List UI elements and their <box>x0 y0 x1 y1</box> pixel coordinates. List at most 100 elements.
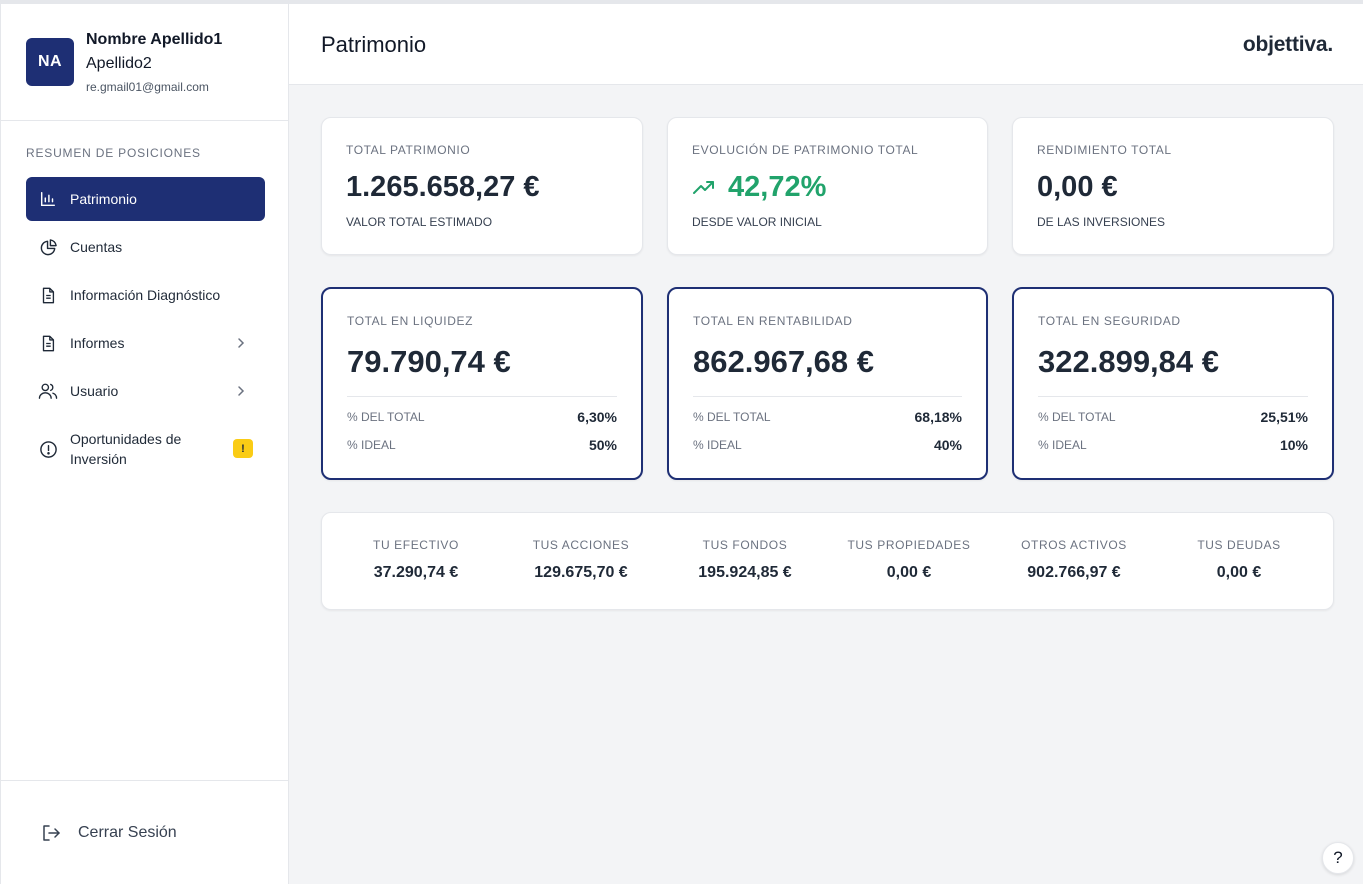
stat-label: EVOLUCIÓN DE PATRIMONIO TOTAL <box>692 143 919 157</box>
summary-item-efectivo: TU EFECTIVO 37.290,74 € <box>334 538 498 582</box>
asset-summary-card: TU EFECTIVO 37.290,74 € TUS ACCIONES 129… <box>321 512 1334 610</box>
document-icon <box>38 285 58 305</box>
stat-value: 42,72% <box>728 171 827 203</box>
divider <box>693 396 962 397</box>
sidebar-item-label: Usuario <box>70 383 119 399</box>
pct-ideal-label: % IDEAL <box>1038 438 1087 452</box>
summary-label: OTROS ACTIVOS <box>1021 538 1127 552</box>
summary-value: 195.924,85 € <box>698 564 792 581</box>
sidebar-item-label: Información Diagnóstico <box>70 287 221 303</box>
summary-item-otros-activos: OTROS ACTIVOS 902.766,97 € <box>992 538 1156 582</box>
sidebar-item-oportunidades[interactable]: Oportunidades de Inversión ! <box>26 425 265 473</box>
stat-value: 0,00 € <box>1037 171 1118 203</box>
pct-total-label: % DEL TOTAL <box>1038 410 1116 424</box>
pct-total-row: % DEL TOTAL 6,30% <box>347 408 617 426</box>
sidebar-item-patrimonio[interactable]: Patrimonio <box>26 177 265 221</box>
pct-ideal-row: % IDEAL 40% <box>693 436 962 454</box>
pct-ideal-value: 40% <box>933 437 962 453</box>
logout-icon <box>41 823 61 843</box>
pct-ideal-label: % IDEAL <box>693 438 742 452</box>
user-name-line1: Nombre Apellido1 <box>86 31 223 48</box>
pct-ideal-value: 50% <box>588 437 617 453</box>
summary-item-deudas: TUS DEUDAS 0,00 € <box>1157 538 1321 582</box>
stat-card-total-patrimonio: TOTAL PATRIMONIO 1.265.658,27 € VALOR TO… <box>321 117 643 255</box>
stat-label: TOTAL PATRIMONIO <box>346 143 471 157</box>
sidebar: NA Nombre Apellido1 Apellido2 re.gmail01… <box>0 4 289 884</box>
stat-label: RENDIMIENTO TOTAL <box>1037 143 1172 157</box>
brand-logo: objettiva. <box>1242 33 1333 56</box>
trending-up-icon <box>692 171 728 204</box>
allocation-value: 79.790,74 € <box>347 344 511 379</box>
user-email: re.gmail01@gmail.com <box>86 80 209 94</box>
help-button[interactable]: ? <box>1322 842 1354 874</box>
allocation-label: TOTAL EN SEGURIDAD <box>1038 314 1181 328</box>
sidebar-item-cuentas[interactable]: Cuentas <box>26 225 265 269</box>
pct-ideal-row: % IDEAL 10% <box>1038 436 1308 454</box>
summary-label: TUS DEUDAS <box>1197 538 1281 552</box>
summary-label: TU EFECTIVO <box>373 538 459 552</box>
pct-total-label: % DEL TOTAL <box>693 410 771 424</box>
document-icon <box>38 333 58 353</box>
pct-total-value: 68,18% <box>914 409 962 425</box>
chevron-right-icon <box>233 335 249 351</box>
pct-total-value: 25,51% <box>1260 409 1308 425</box>
sidebar-item-label: Cuentas <box>70 239 123 255</box>
user-name-line2: Apellido2 <box>86 55 152 72</box>
stat-card-evolucion: EVOLUCIÓN DE PATRIMONIO TOTAL 42,72% DES… <box>667 117 988 255</box>
sidebar-item-informes[interactable]: Informes <box>26 321 265 365</box>
stat-subtitle: VALOR TOTAL ESTIMADO <box>346 215 493 229</box>
summary-item-acciones: TUS ACCIONES 129.675,70 € <box>499 538 663 582</box>
chevron-right-icon <box>233 383 249 399</box>
summary-label: TUS FONDOS <box>702 538 788 552</box>
logout-label: Cerrar Sesión <box>78 824 177 841</box>
logout-button[interactable]: Cerrar Sesión <box>41 823 177 843</box>
allocation-card-liquidez: TOTAL EN LIQUIDEZ 79.790,74 € % DEL TOTA… <box>321 287 643 480</box>
pct-ideal-row: % IDEAL 50% <box>347 436 617 454</box>
summary-label: TUS PROPIEDADES <box>847 538 971 552</box>
stat-value: 1.265.658,27 € <box>346 171 540 203</box>
divider <box>1038 396 1308 397</box>
user-profile: NA Nombre Apellido1 Apellido2 re.gmail01… <box>1 4 289 121</box>
stat-card-rendimiento: RENDIMIENTO TOTAL 0,00 € DE LAS INVERSIO… <box>1012 117 1334 255</box>
exclamation-circle-icon <box>38 439 58 459</box>
summary-value: 129.675,70 € <box>534 564 628 581</box>
pct-total-value: 6,30% <box>577 409 617 425</box>
allocation-value: 862.967,68 € <box>693 344 875 379</box>
summary-item-fondos: TUS FONDOS 195.924,85 € <box>663 538 827 582</box>
sidebar-item-informacion-diagnostico[interactable]: Información Diagnóstico <box>26 273 265 317</box>
allocation-value: 322.899,84 € <box>1038 344 1220 379</box>
divider <box>347 396 617 397</box>
bar-chart-icon <box>38 189 58 209</box>
warning-badge: ! <box>233 439 253 458</box>
stat-value-container: 42,72% <box>692 171 826 204</box>
summary-value: 37.290,74 € <box>373 564 459 581</box>
summary-label: TUS ACCIONES <box>532 538 630 552</box>
allocation-card-rentabilidad: TOTAL EN RENTABILIDAD 862.967,68 € % DEL… <box>667 287 988 480</box>
summary-value: 0,00 € <box>1216 564 1262 581</box>
users-icon <box>38 381 58 401</box>
sidebar-item-label: Informes <box>70 335 125 351</box>
allocation-label: TOTAL EN RENTABILIDAD <box>693 314 853 328</box>
pct-total-label: % DEL TOTAL <box>347 410 425 424</box>
sidebar-item-usuario[interactable]: Usuario <box>26 369 265 413</box>
sidebar-item-label: Patrimonio <box>70 191 137 207</box>
top-edge <box>0 0 1363 4</box>
summary-item-propiedades: TUS PROPIEDADES 0,00 € <box>827 538 991 582</box>
pct-ideal-value: 10% <box>1279 437 1308 453</box>
allocation-label: TOTAL EN LIQUIDEZ <box>347 314 473 328</box>
page-header: Patrimonio objettiva. <box>289 4 1363 85</box>
page-title: Patrimonio <box>321 32 427 57</box>
sidebar-footer: Cerrar Sesión <box>1 780 289 884</box>
stat-subtitle: DE LAS INVERSIONES <box>1037 215 1166 229</box>
pct-total-row: % DEL TOTAL 25,51% <box>1038 408 1308 426</box>
avatar: NA <box>26 38 74 86</box>
nav-section-heading: RESUMEN DE POSICIONES <box>26 146 201 160</box>
pie-chart-icon <box>38 237 58 257</box>
pct-ideal-label: % IDEAL <box>347 438 396 452</box>
sidebar-item-label: Oportunidades de Inversión <box>70 431 182 467</box>
summary-value: 902.766,97 € <box>1027 564 1121 581</box>
pct-total-row: % DEL TOTAL 68,18% <box>693 408 962 426</box>
stat-subtitle: DESDE VALOR INICIAL <box>692 215 822 229</box>
allocation-card-seguridad: TOTAL EN SEGURIDAD 322.899,84 € % DEL TO… <box>1012 287 1334 480</box>
summary-value: 0,00 € <box>886 564 932 581</box>
